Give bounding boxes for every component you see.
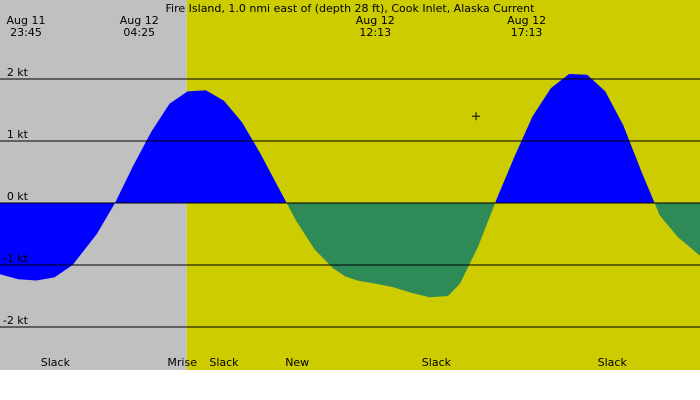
y-axis-labels: 2 kt 1 kt 0 kt -1 kt -2 kt <box>3 66 29 327</box>
event-label: Mrise <box>167 356 197 369</box>
ebb-area-1 <box>286 203 496 298</box>
current-position-marker <box>472 112 481 121</box>
flood-area-2 <box>495 74 655 203</box>
ebb-area-3 <box>654 203 700 256</box>
y-tick-label: 0 kt <box>7 190 29 203</box>
top-label-time: 12:13 <box>359 26 391 39</box>
top-label-date: Aug 11 <box>7 14 46 27</box>
bottom-strip <box>0 370 700 400</box>
event-label: New <box>285 356 309 369</box>
event-label: Slack <box>41 356 71 369</box>
event-label: Slack <box>209 356 239 369</box>
event-label: Slack <box>598 356 628 369</box>
gridlines <box>0 78 700 328</box>
y-tick-label: 2 kt <box>7 66 29 79</box>
y-tick-label: -2 kt <box>3 314 29 327</box>
top-label-date: Aug 12 <box>120 14 159 27</box>
top-label-time: 23:45 <box>10 26 42 39</box>
top-label-time: 04:25 <box>123 26 155 39</box>
current-areas <box>0 74 700 298</box>
top-label-time: 17:13 <box>511 26 543 39</box>
flood-area-0 <box>0 90 287 281</box>
top-label-date: Aug 12 <box>507 14 546 27</box>
event-label: Slack <box>422 356 452 369</box>
y-tick-label: 1 kt <box>7 128 29 141</box>
top-label-date: Aug 12 <box>356 14 395 27</box>
y-tick-label: -1 kt <box>3 252 29 265</box>
chart-title: Fire Island, 1.0 nmi east of (depth 28 f… <box>166 2 536 15</box>
